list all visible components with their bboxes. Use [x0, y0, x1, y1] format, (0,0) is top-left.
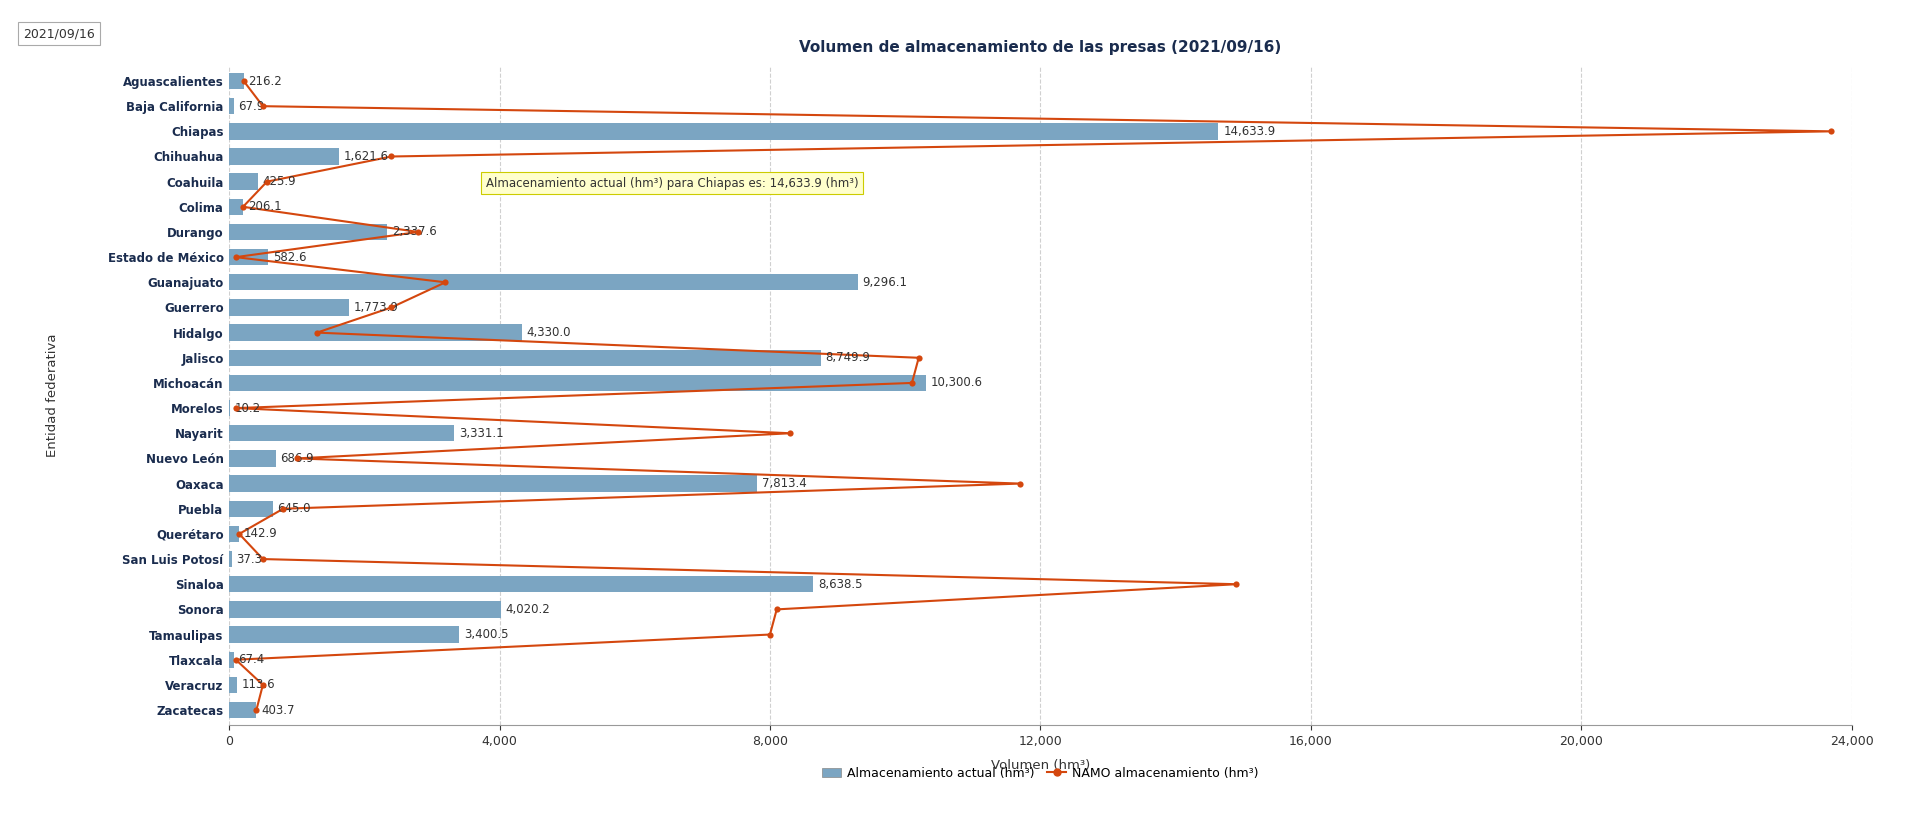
Bar [229, 425, 454, 442]
Point [252, 175, 283, 188]
Point [267, 502, 298, 515]
Text: 8,749.9: 8,749.9 [825, 351, 871, 364]
Point [248, 678, 279, 691]
Bar [229, 98, 233, 115]
Bar [229, 551, 231, 567]
Bar [229, 349, 821, 366]
Bar [229, 73, 244, 89]
Point [376, 150, 407, 163]
Bar [229, 148, 338, 165]
Bar [229, 375, 926, 391]
Bar [229, 677, 237, 693]
Point [302, 326, 332, 339]
Point [221, 401, 252, 414]
Text: 2021/09/16: 2021/09/16 [23, 27, 95, 40]
Bar [229, 299, 349, 316]
Bar [229, 274, 857, 291]
Text: 9,296.1: 9,296.1 [863, 276, 907, 288]
Bar [229, 450, 275, 466]
Text: 645.0: 645.0 [277, 503, 311, 515]
Text: 216.2: 216.2 [248, 74, 283, 87]
Text: 582.6: 582.6 [273, 250, 307, 264]
Text: 8,638.5: 8,638.5 [817, 578, 863, 591]
Bar [229, 199, 242, 215]
Text: 113.6: 113.6 [242, 678, 275, 691]
Bar [229, 249, 269, 265]
Bar [229, 702, 256, 719]
Point [1815, 124, 1846, 138]
Title: Volumen de almacenamiento de las presas (2021/09/16): Volumen de almacenamiento de las presas … [800, 40, 1281, 55]
Text: 1,773.9: 1,773.9 [353, 301, 399, 314]
Text: 7,813.4: 7,813.4 [762, 477, 808, 490]
Text: 37.3: 37.3 [237, 553, 262, 565]
Text: 403.7: 403.7 [262, 704, 294, 717]
Point [1222, 578, 1252, 591]
Point [897, 377, 928, 390]
Point [227, 200, 258, 213]
Text: 686.9: 686.9 [281, 452, 313, 465]
Point [775, 427, 806, 440]
Point [221, 250, 252, 264]
Text: 4,330.0: 4,330.0 [527, 326, 571, 339]
Point [248, 100, 279, 113]
Bar [229, 224, 388, 240]
Text: 3,400.5: 3,400.5 [464, 628, 508, 641]
Bar [229, 500, 273, 517]
Point [903, 351, 934, 364]
Text: 425.9: 425.9 [263, 176, 296, 188]
Point [241, 704, 271, 717]
Point [430, 276, 460, 289]
Y-axis label: Entidad federativa: Entidad federativa [46, 334, 59, 457]
Text: 10,300.6: 10,300.6 [930, 377, 983, 390]
Bar [229, 325, 521, 341]
Text: 142.9: 142.9 [244, 527, 277, 541]
Bar [229, 475, 758, 492]
Point [1004, 477, 1035, 490]
Text: 4,020.2: 4,020.2 [506, 603, 550, 616]
Bar [229, 526, 239, 542]
Point [223, 527, 254, 541]
Text: Almacenamiento actual (hm³) para Chiapas es: 14,633.9 (hm³): Almacenamiento actual (hm³) para Chiapas… [487, 176, 859, 190]
Point [762, 603, 792, 616]
Bar [229, 602, 500, 617]
Bar [229, 174, 258, 190]
Bar [229, 626, 458, 643]
Point [221, 653, 252, 667]
Point [248, 552, 279, 565]
Text: 206.1: 206.1 [248, 200, 281, 213]
Point [376, 301, 407, 314]
Text: 67.9: 67.9 [239, 100, 265, 113]
Legend: Almacenamiento actual (hm³), NAMO almacenamiento (hm³): Almacenamiento actual (hm³), NAMO almace… [817, 762, 1264, 784]
Bar [229, 123, 1218, 139]
Point [281, 452, 311, 465]
Text: 1,621.6: 1,621.6 [344, 150, 388, 163]
Point [229, 74, 260, 87]
Point [403, 226, 433, 239]
Text: 10.2: 10.2 [235, 401, 262, 414]
X-axis label: Volumen (hm³): Volumen (hm³) [991, 759, 1090, 772]
Text: 67.4: 67.4 [239, 653, 265, 666]
Text: 2,337.6: 2,337.6 [391, 226, 437, 238]
Point [754, 628, 785, 641]
Bar [229, 576, 813, 592]
Bar [229, 652, 233, 668]
Text: 14,633.9: 14,633.9 [1224, 125, 1275, 138]
Text: 3,331.1: 3,331.1 [458, 427, 504, 440]
